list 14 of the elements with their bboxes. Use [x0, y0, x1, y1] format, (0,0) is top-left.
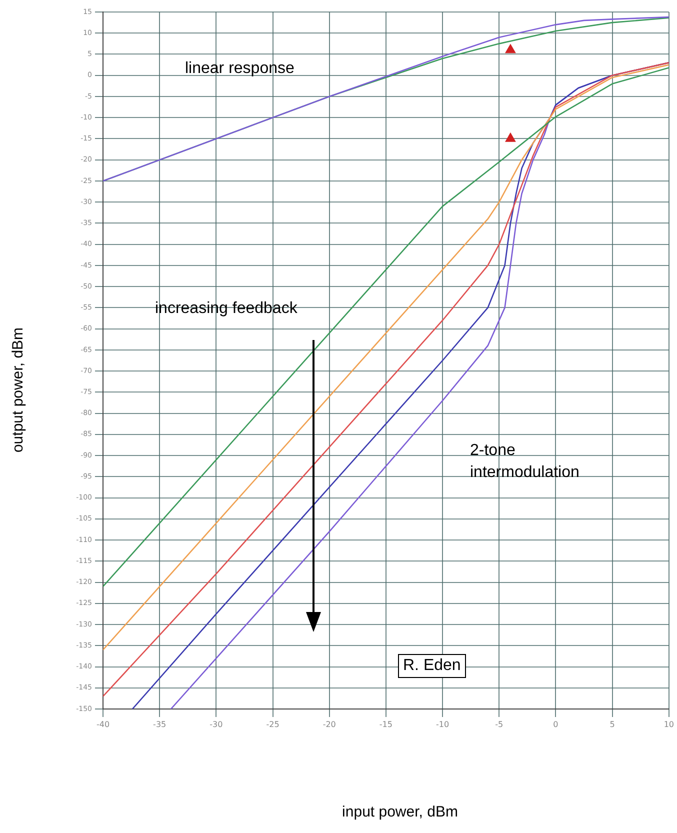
- x-tick-label: -10: [436, 720, 450, 729]
- x-tick-label: 10: [664, 720, 674, 729]
- x-tick-label: -40: [96, 720, 110, 729]
- x-tick-label: 5: [610, 720, 615, 729]
- x-axis-title: input power, dBm: [342, 804, 458, 820]
- annotation: R. Eden: [398, 654, 466, 678]
- x-tick-label: -5: [495, 720, 504, 729]
- x-tick-label: 0: [553, 720, 558, 729]
- x-tick-label: -35: [153, 720, 166, 729]
- x-tick-label: -15: [379, 720, 392, 729]
- x-tick-label: -25: [266, 720, 280, 729]
- y-axis-title: output power, dBm: [10, 327, 26, 453]
- x-tick-label: -30: [210, 720, 223, 729]
- x-tick-label: -20: [322, 720, 336, 729]
